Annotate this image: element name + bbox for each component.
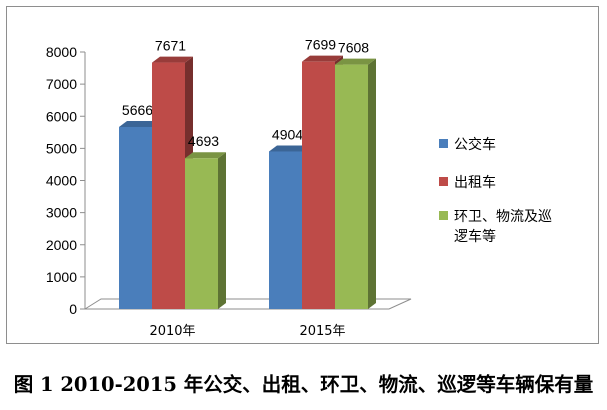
bar-top xyxy=(185,152,226,159)
y-tick-label: 2000 xyxy=(46,237,77,253)
bar-side xyxy=(218,152,226,309)
y-tick-label: 5000 xyxy=(46,140,77,156)
data-label: 7671 xyxy=(155,38,186,54)
bar-top xyxy=(302,55,343,62)
x-tick-label: 2015年 xyxy=(299,324,345,339)
y-tick-label: 1000 xyxy=(46,269,77,285)
y-tick-label: 0 xyxy=(69,301,77,317)
chart-frame: 0 1000 2000 3000 4000 5000 6000 7000 8000 5666 767… xyxy=(6,6,599,344)
bar-top xyxy=(269,145,310,152)
bar xyxy=(335,64,368,309)
x-tick-label: 2010年 xyxy=(149,324,195,339)
bar xyxy=(152,62,185,310)
data-label: 4693 xyxy=(188,133,219,149)
data-label: 7699 xyxy=(305,37,336,53)
y-tick-label: 3000 xyxy=(46,205,77,221)
y-tick-label: 6000 xyxy=(46,108,77,124)
bar-top xyxy=(119,120,160,127)
y-tick-label: 7000 xyxy=(46,76,77,92)
y-tick-label: 8000 xyxy=(46,44,77,60)
legend-label: 出租车 xyxy=(454,174,496,191)
data-label: 5666 xyxy=(122,102,153,118)
bar xyxy=(119,126,152,309)
legend-swatch xyxy=(439,139,448,148)
bar-top xyxy=(335,58,376,65)
bar xyxy=(302,61,335,310)
y-tick-label: 4000 xyxy=(46,173,77,189)
legend-label: 环卫、物流及巡逻车等 xyxy=(454,209,552,245)
legend-swatch xyxy=(439,211,448,220)
data-label: 4904 xyxy=(272,126,303,142)
bar-chart: 0 1000 2000 3000 4000 5000 6000 7000 8000 5666 767… xyxy=(46,37,552,339)
legend-label: 公交车 xyxy=(454,136,496,153)
legend-swatch xyxy=(439,177,448,186)
data-label: 7608 xyxy=(338,40,369,56)
bar xyxy=(185,158,218,309)
figure-caption: 图 1 2010-2015 年公交、出租、环卫、物流、巡逻等车辆保有量 xyxy=(13,373,594,396)
bar-side xyxy=(368,58,376,309)
bar xyxy=(269,151,302,309)
bar-top xyxy=(152,56,193,63)
